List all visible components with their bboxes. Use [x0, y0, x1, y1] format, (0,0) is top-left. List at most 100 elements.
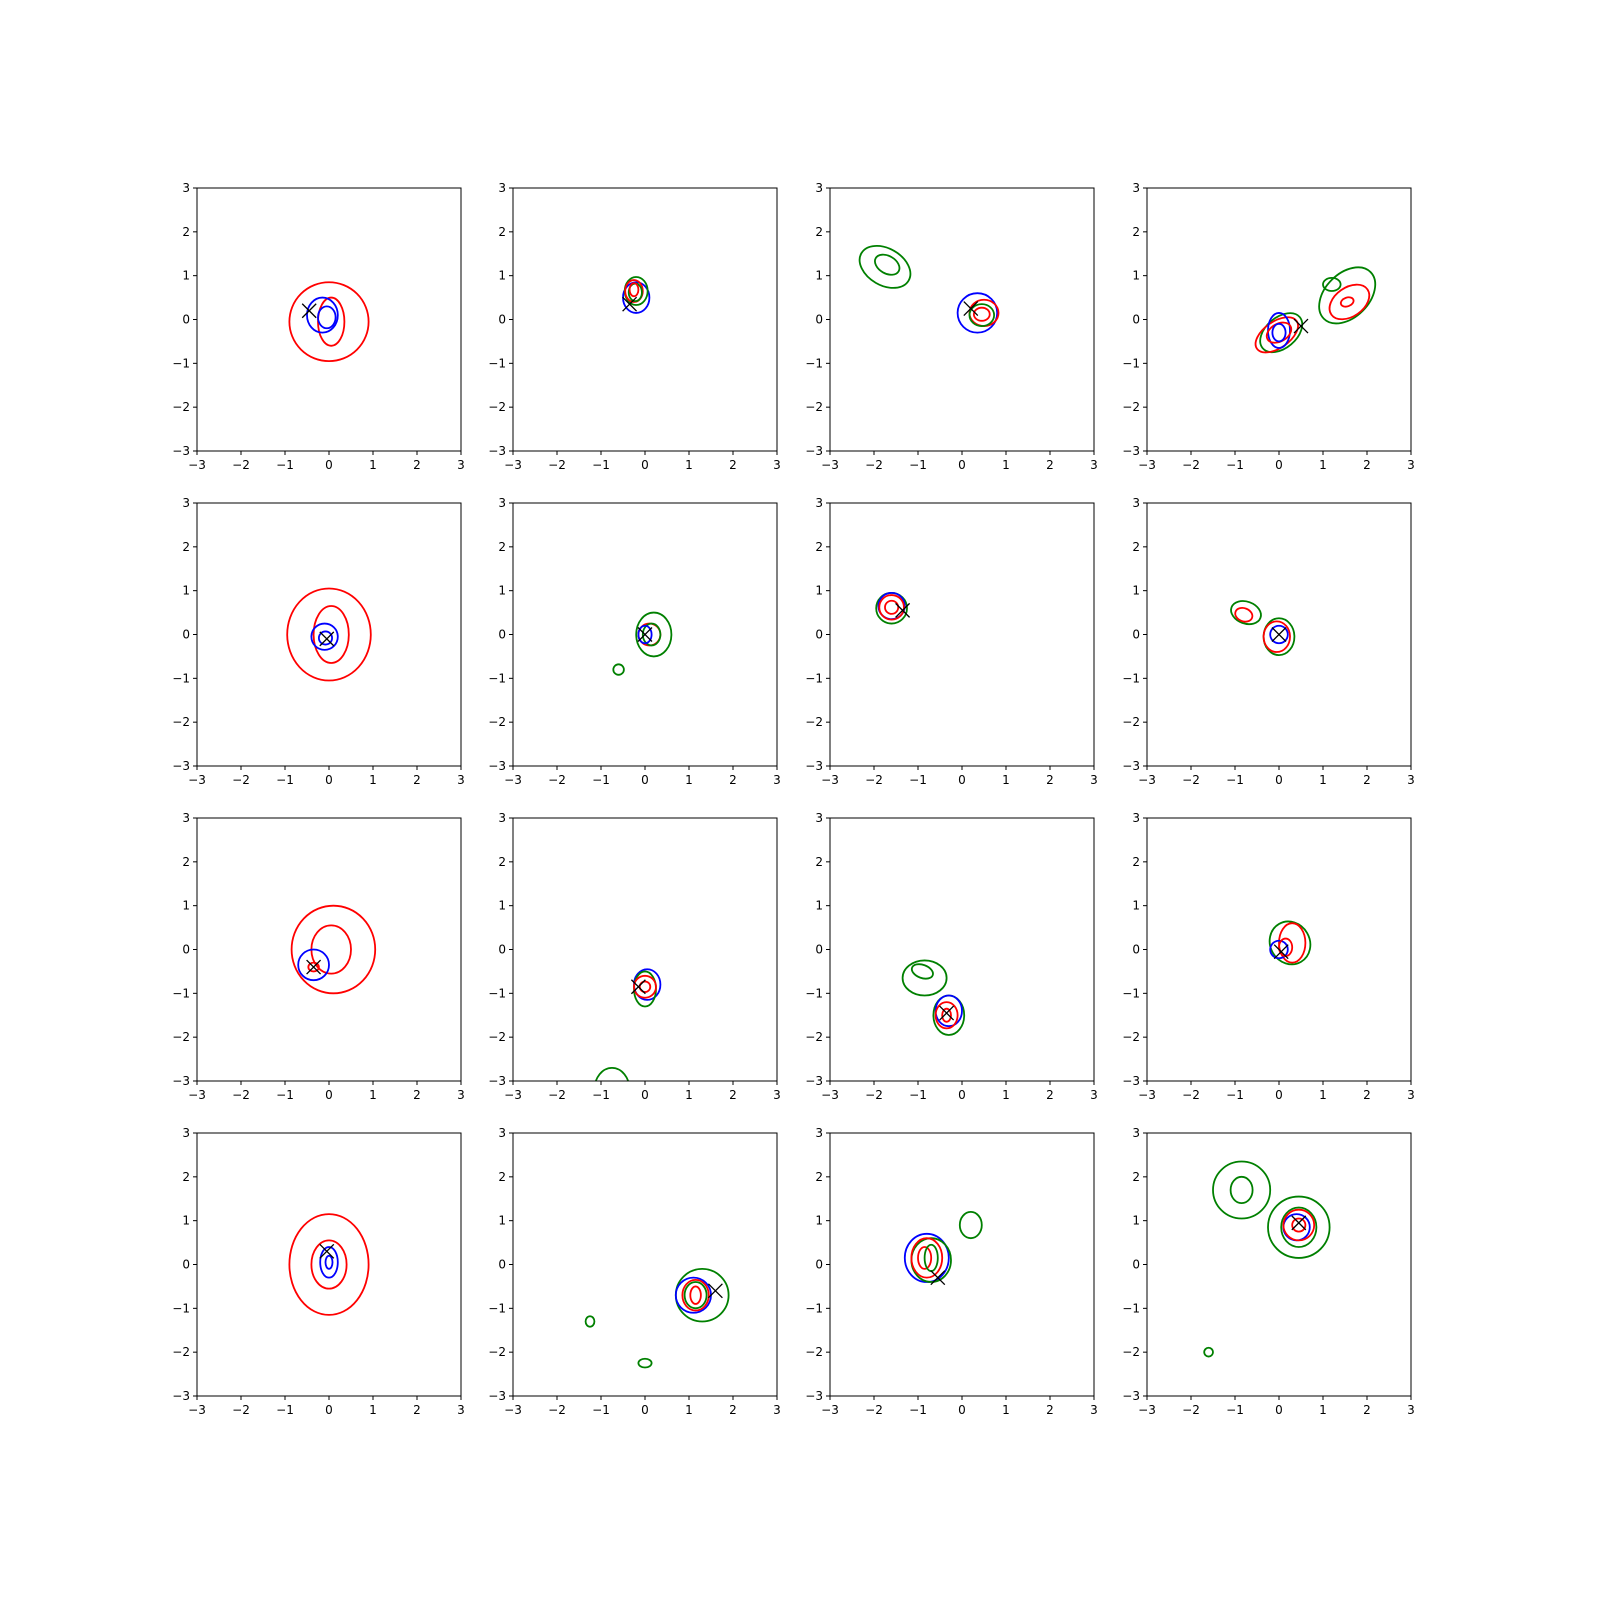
- y-tick-label: 1: [1132, 899, 1140, 913]
- x-tick-label: 2: [729, 1403, 737, 1417]
- subplot-9: −3 −2 −1 0 1 2 3 −3 −2 −1 0 1 2 3: [172, 811, 465, 1102]
- x-tick-label: 2: [1046, 773, 1054, 787]
- y-tick-label: 3: [182, 181, 190, 195]
- x-tick-label: 3: [773, 1403, 781, 1417]
- x-marker: [707, 1283, 723, 1299]
- contour-line-red: [310, 1239, 348, 1290]
- y-tick-label: 2: [182, 1170, 190, 1184]
- y-tick-label: −3: [488, 1389, 506, 1403]
- y-tick-label: 1: [498, 899, 506, 913]
- y-tick-label: 1: [815, 1214, 823, 1228]
- y-tick-label: 1: [815, 269, 823, 283]
- y-tick-label: −3: [172, 1074, 190, 1088]
- contour-line-red: [288, 1213, 370, 1316]
- contour-line-red: [633, 974, 657, 999]
- x-tick-label: −1: [909, 458, 927, 472]
- y-tick-label: −1: [805, 1301, 823, 1315]
- x-marker: [1273, 944, 1289, 960]
- x-tick-label: 0: [958, 1088, 966, 1102]
- y-tick-label: 1: [498, 1214, 506, 1228]
- y-tick-label: −2: [1122, 1345, 1140, 1359]
- x-tick-label: −2: [548, 773, 566, 787]
- contours: [858, 245, 1000, 334]
- contour-line-red: [1234, 607, 1254, 623]
- x-tick-label: −3: [504, 1088, 522, 1102]
- contours: [875, 591, 908, 625]
- y-tick-label: −2: [1122, 715, 1140, 729]
- x-tick-label: −1: [1226, 1403, 1244, 1417]
- contour-line-blue: [306, 296, 339, 334]
- y-tick-label: 2: [1132, 225, 1140, 239]
- y-tick-label: 0: [498, 313, 506, 327]
- x-tick-label: 3: [1090, 1403, 1098, 1417]
- x-tick-label: −1: [592, 1403, 610, 1417]
- y-tick-label: −3: [488, 1074, 506, 1088]
- y-tick-label: 1: [1132, 1214, 1140, 1228]
- contour-line-red: [286, 587, 372, 682]
- axes-frame: [512, 817, 778, 1082]
- x-tick-label: −3: [504, 773, 522, 787]
- y-tick-label: 0: [498, 1258, 506, 1272]
- contours: [290, 904, 377, 995]
- x-tick-label: 2: [1046, 1403, 1054, 1417]
- contours: [901, 959, 966, 1036]
- contour-line-green: [901, 959, 948, 997]
- x-marker: [637, 627, 653, 642]
- x-tick-label: −1: [592, 458, 610, 472]
- axes-frame: [196, 817, 462, 1082]
- y-tick-label: −2: [172, 1030, 190, 1044]
- contour-line-red: [972, 306, 991, 322]
- x-tick-label: 1: [369, 1403, 377, 1417]
- y-tick-label: −3: [172, 759, 190, 773]
- x-tick-label: 1: [1002, 1088, 1010, 1102]
- x-tick-label: 0: [958, 458, 966, 472]
- contour-line-red: [288, 281, 370, 363]
- y-tick-label: 1: [498, 269, 506, 283]
- x-tick-label: −1: [909, 1088, 927, 1102]
- subplot-8: −3 −2 −1 0 1 2 3 −3 −2 −1 0 1 2 3: [1122, 496, 1415, 787]
- axes-frame: [512, 1132, 778, 1397]
- contour-line-green: [1280, 1206, 1318, 1248]
- y-tick-label: 1: [498, 584, 506, 598]
- y-tick-label: −1: [805, 986, 823, 1000]
- y-tick-label: 3: [182, 1126, 190, 1140]
- y-tick-label: −1: [805, 356, 823, 370]
- contour-line-red: [307, 961, 320, 973]
- y-tick-label: −3: [1122, 759, 1140, 773]
- contour-line-green: [1212, 1160, 1272, 1220]
- contours: [594, 968, 662, 1081]
- contour-line-green: [1322, 276, 1342, 292]
- x-tick-label: 1: [369, 1088, 377, 1102]
- y-tick-label: −1: [1122, 1301, 1140, 1315]
- x-tick-label: 3: [457, 458, 465, 472]
- x-tick-label: −1: [276, 1088, 294, 1102]
- y-tick-label: 2: [815, 1170, 823, 1184]
- y-tick-label: 3: [498, 181, 506, 195]
- y-tick-label: 2: [182, 855, 190, 869]
- y-tick-label: 2: [1132, 540, 1140, 554]
- x-tick-label: −2: [1182, 1088, 1200, 1102]
- contour-line-green: [683, 1281, 708, 1310]
- x-tick-label: 0: [641, 1403, 649, 1417]
- axes-frame: [1146, 1132, 1412, 1397]
- x-tick-label: 0: [325, 458, 333, 472]
- y-tick-label: 0: [182, 313, 190, 327]
- contour-line-red: [312, 605, 350, 664]
- y-tick-label: 3: [815, 811, 823, 825]
- x-tick-label: 2: [1363, 1403, 1371, 1417]
- y-tick-label: 2: [498, 855, 506, 869]
- contour-line-green: [1259, 312, 1304, 354]
- subplot-7: −3 −2 −1 0 1 2 3 −3 −2 −1 0 1 2 3: [805, 496, 1098, 787]
- y-tick-label: 3: [498, 811, 506, 825]
- x-tick-label: 1: [1002, 458, 1010, 472]
- y-tick-label: 0: [815, 1258, 823, 1272]
- x-marker: [1293, 318, 1309, 334]
- y-tick-label: 3: [1132, 1126, 1140, 1140]
- contour-line-green: [1268, 920, 1312, 966]
- contour-line-green: [958, 1211, 983, 1240]
- x-tick-label: 0: [641, 1088, 649, 1102]
- contour-line-red: [884, 599, 900, 615]
- x-marker: [306, 959, 322, 975]
- y-tick-label: 0: [815, 943, 823, 957]
- x-marker: [930, 1270, 946, 1286]
